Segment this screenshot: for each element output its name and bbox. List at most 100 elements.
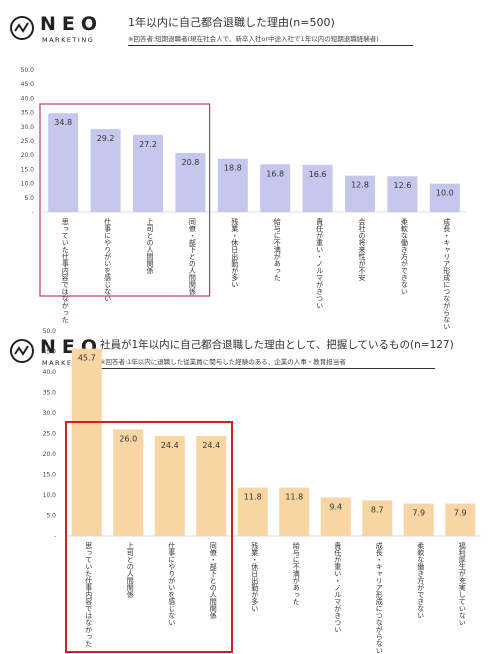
y-tick-label: 15.0 — [21, 166, 35, 173]
data-label: 10.0 — [436, 189, 454, 198]
category-label: 給与に不満があった — [273, 217, 281, 281]
data-label: 12.6 — [393, 181, 411, 190]
category-label: 成長・キャリア形成につながらない — [443, 217, 451, 330]
y-tick-label: 25.0 — [21, 138, 35, 145]
category-label: 思っていた仕事内容ではなかった — [85, 542, 93, 647]
y-tick-label: 45.0 — [21, 81, 35, 88]
y-tick-label: 10.0 — [21, 181, 35, 188]
y-tick-label: 25.0 — [43, 431, 57, 438]
data-label: 11.8 — [244, 493, 262, 502]
data-label: 16.6 — [309, 170, 327, 179]
bar — [133, 134, 163, 212]
chart-panel-2: NEO MARKETING 社員が1年以内に自己都合退職した理由として、把握して… — [0, 325, 490, 654]
y-tick-label: - — [54, 533, 56, 540]
bar — [90, 129, 121, 212]
data-label: 12.8 — [351, 181, 369, 190]
data-label: 18.8 — [224, 164, 242, 173]
chart-note: ※回答者:短期退職者(現在社会人で、新卒入社or中途入社で1年以内の短期退職経験… — [128, 35, 379, 43]
category-label: 思っていた仕事内容ではなかった — [61, 218, 69, 323]
category-label: 柔軟な働き方ができない — [400, 217, 408, 295]
category-label: 残業・休日出勤が多い — [231, 217, 239, 288]
data-label: 24.4 — [202, 441, 220, 450]
bar — [320, 497, 351, 536]
y-tick-label: 20.0 — [43, 451, 57, 458]
neo-logo-icon — [10, 339, 34, 363]
bar — [113, 429, 144, 536]
category-label: 同僚・部下との人間関係 — [188, 218, 196, 296]
data-label: 34.8 — [54, 118, 72, 127]
bar — [403, 503, 434, 536]
data-label: 7.9 — [412, 509, 425, 518]
y-tick-label: 5.0 — [46, 513, 56, 520]
category-label: 責任が重い・ノルマがきつい — [334, 541, 342, 633]
y-tick-label: 30.0 — [21, 124, 35, 131]
bar — [237, 487, 268, 536]
data-label: 16.8 — [266, 169, 284, 178]
data-label: 45.7 — [78, 354, 96, 363]
category-label: 柔軟な働き方ができない — [417, 541, 425, 619]
category-label: 残業・休日出勤が多い — [251, 541, 259, 612]
category-label: 責任が重い・ノルマがきつい — [316, 217, 324, 309]
data-label: 9.4 — [329, 502, 342, 511]
bar — [48, 113, 79, 212]
highlight-box — [39, 103, 211, 297]
bar — [429, 183, 460, 212]
bar — [387, 176, 418, 212]
y-tick-label: 5.0 — [24, 195, 34, 202]
data-label: 26.0 — [119, 434, 137, 443]
y-tick-label: 40.0 — [21, 95, 35, 102]
y-tick-label: 10.0 — [43, 492, 57, 499]
y-tick-label: 35.0 — [43, 390, 57, 397]
neo-logo-icon — [10, 16, 34, 40]
y-tick-label: 45.0 — [43, 349, 57, 356]
y-tick-label: 40.0 — [43, 369, 57, 376]
category-label: 会社の将来性が不安 — [358, 217, 366, 282]
category-label: 福利厚生が充実していない — [458, 541, 466, 626]
logo-subtext: MARKETING — [42, 36, 95, 44]
bar — [175, 152, 206, 212]
category-label: 給与に不満があった — [292, 541, 300, 605]
category-label: 上司との人間関係 — [146, 217, 154, 275]
bar — [302, 164, 333, 212]
bar — [196, 435, 227, 536]
chart-note: ※回答者:1年以内に退職した従業員に関与した経験のある、企業の人事・教育担当者 — [100, 358, 346, 366]
data-label: 7.9 — [454, 509, 467, 518]
chart-panel-1: NEO MARKETING 1年以内に自己都合退職した理由(n=500) ※回答… — [0, 0, 490, 330]
highlight-box — [65, 421, 233, 653]
title-underline — [128, 45, 413, 46]
title-underline — [100, 368, 435, 369]
category-label: 仕事にやりがいを感じない — [168, 541, 176, 626]
bar-chart: 50.0 45.0 40.0 35.0 30.0 25.0 20.0 15.0 10.0 5.0 -… — [43, 328, 481, 654]
y-tick-label: 35.0 — [21, 110, 35, 117]
neo-marketing-logo: NEO MARKETING — [10, 12, 110, 48]
bar — [217, 158, 248, 212]
data-label: 27.2 — [139, 140, 157, 149]
bar — [362, 500, 393, 536]
bar — [279, 487, 310, 536]
bar — [345, 175, 375, 212]
category-label: 同僚・部下との人間関係 — [209, 542, 217, 620]
y-tick-label: 15.0 — [43, 472, 57, 479]
y-tick-label: 50.0 — [21, 67, 35, 74]
y-tick-label: 20.0 — [21, 152, 35, 159]
category-label: 成長・キャリア形成につながらない — [375, 541, 383, 654]
category-label: 仕事にやりがいを感じない — [104, 217, 112, 302]
bar — [154, 435, 185, 536]
y-tick-label: - — [32, 209, 34, 216]
bar-chart: 50.0 45.0 40.0 35.0 30.0 25.0 20.0 15.0 10.0 5.0 -… — [21, 67, 466, 330]
data-label: 20.8 — [181, 158, 199, 167]
logo-subtext: MARKETING — [42, 359, 95, 367]
bar — [71, 348, 102, 536]
data-label: 24.4 — [161, 441, 179, 450]
data-label: 29.2 — [97, 134, 115, 143]
data-label: 8.7 — [371, 505, 384, 514]
y-tick-label: 30.0 — [43, 410, 57, 417]
chart-title: 1年以内に自己都合退職した理由(n=500) — [128, 16, 335, 29]
data-label: 11.8 — [285, 493, 303, 502]
logo-text: NEO — [40, 13, 104, 35]
bar — [260, 164, 291, 212]
bar — [445, 503, 476, 536]
chart-title: 社員が1年以内に自己都合退職した理由として、把握しているもの(n=127) — [100, 339, 454, 351]
y-tick-label: 50.0 — [43, 328, 57, 335]
category-label: 上司との人間関係 — [126, 541, 134, 599]
